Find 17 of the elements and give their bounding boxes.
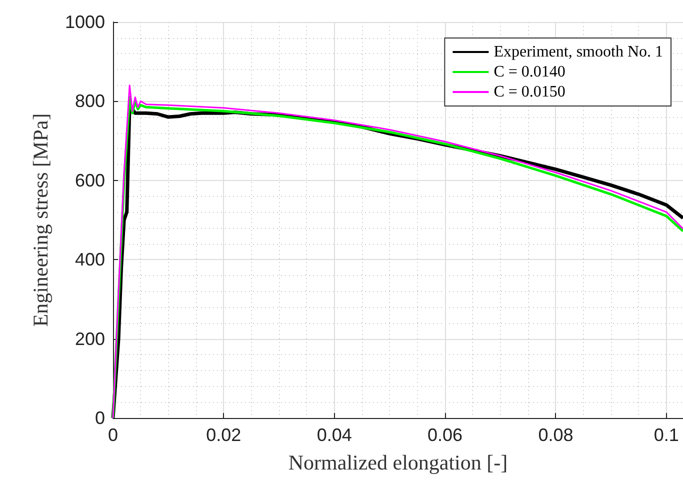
legend-label: C = 0.0140 bbox=[494, 64, 566, 80]
x-axis-title: Normalized elongation [-] bbox=[288, 450, 508, 474]
legend-label: C = 0.0150 bbox=[494, 84, 566, 100]
x-tick-label: 0 bbox=[108, 425, 118, 445]
y-tick-label: 200 bbox=[74, 328, 105, 349]
legend-label: Experiment, smooth No. 1 bbox=[494, 44, 663, 60]
y-tick-label: 800 bbox=[74, 91, 105, 112]
x-tick-label: 0.04 bbox=[316, 425, 352, 445]
y-tick-label: 600 bbox=[74, 170, 105, 190]
y-tick-label: 0 bbox=[94, 408, 105, 428]
x-tick-label: 0.08 bbox=[538, 425, 574, 445]
y-tick-label: 400 bbox=[74, 250, 105, 270]
x-tick-label: 0.02 bbox=[206, 425, 242, 445]
y-tick-label: 1000 bbox=[64, 12, 105, 32]
y-axis-title: Engineering stress [MPa] bbox=[28, 113, 52, 327]
x-tick-label: 0.06 bbox=[428, 425, 463, 445]
x-tick-label: 0.1 bbox=[654, 425, 679, 445]
